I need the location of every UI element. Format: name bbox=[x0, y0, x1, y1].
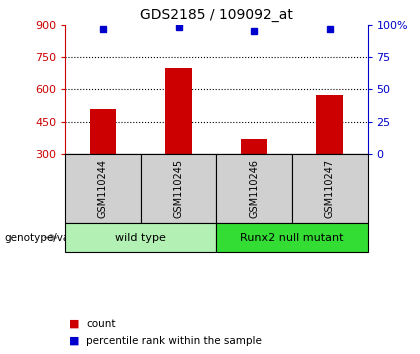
Text: percentile rank within the sample: percentile rank within the sample bbox=[86, 336, 262, 346]
Text: wild type: wild type bbox=[115, 233, 166, 242]
Text: GSM110245: GSM110245 bbox=[173, 159, 184, 218]
Title: GDS2185 / 109092_at: GDS2185 / 109092_at bbox=[140, 8, 293, 22]
Bar bbox=[165, 68, 192, 154]
Text: GSM110244: GSM110244 bbox=[98, 159, 108, 218]
Text: GSM110247: GSM110247 bbox=[325, 159, 335, 218]
Text: ■: ■ bbox=[69, 336, 80, 346]
Text: Runx2 null mutant: Runx2 null mutant bbox=[240, 233, 344, 242]
Text: GSM110246: GSM110246 bbox=[249, 159, 259, 218]
Bar bbox=[90, 109, 116, 154]
Bar bbox=[241, 139, 268, 154]
Bar bbox=[317, 95, 343, 154]
Text: ■: ■ bbox=[69, 319, 80, 329]
Text: genotype/variation: genotype/variation bbox=[4, 233, 103, 242]
Text: count: count bbox=[86, 319, 116, 329]
